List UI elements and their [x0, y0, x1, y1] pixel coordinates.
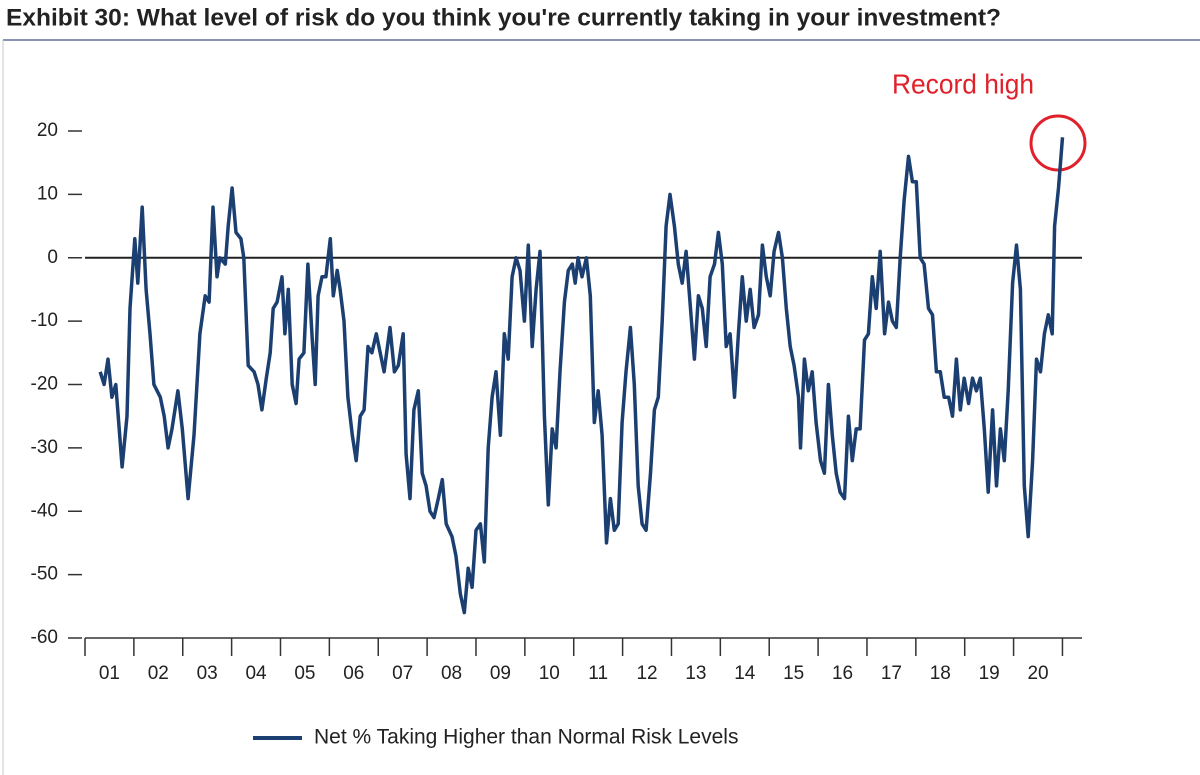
y-tick-label: -60	[31, 627, 58, 648]
y-tick-label: -10	[31, 310, 58, 331]
x-tick-label: 18	[930, 663, 951, 684]
x-tick-label: 19	[979, 663, 1000, 684]
legend-label: Net % Taking Higher than Normal Risk Lev…	[314, 726, 738, 749]
x-tick-label: 01	[99, 663, 120, 684]
x-tick-label: 02	[148, 663, 169, 684]
x-tick-label: 16	[832, 663, 853, 684]
annotation: Record high	[892, 68, 1034, 99]
x-tick-label: 03	[197, 663, 218, 684]
x-tick-label: 17	[881, 663, 902, 684]
y-tick-label: -30	[31, 437, 58, 458]
y-tick-label: 20	[37, 120, 58, 141]
x-tick-label: 08	[441, 663, 462, 684]
x-tick-label: 05	[294, 663, 315, 684]
x-tick-label: 20	[1027, 663, 1048, 684]
x-tick-label: 10	[539, 663, 560, 684]
x-tick-label: 07	[392, 663, 413, 684]
y-tick-label: -20	[31, 374, 58, 395]
x-tick-label: 06	[343, 663, 364, 684]
x-tick-label: 13	[685, 663, 706, 684]
chart-title: Exhibit 30: What level of risk do you th…	[6, 4, 1001, 31]
x-tick-label: 12	[636, 663, 657, 684]
y-tick-label: -40	[31, 500, 58, 521]
x-tick-label: 04	[245, 663, 267, 684]
x-tick-label: 09	[490, 663, 511, 684]
y-tick-label: -50	[31, 564, 58, 585]
x-tick-label: 15	[783, 663, 804, 684]
annotation-circle	[1029, 114, 1087, 172]
y-tick-label: 10	[37, 183, 58, 204]
data-line	[98, 137, 1065, 615]
x-tick-label: 14	[734, 663, 756, 684]
y-tick-label: 0	[47, 247, 58, 268]
x-tick-label: 11	[588, 663, 608, 684]
